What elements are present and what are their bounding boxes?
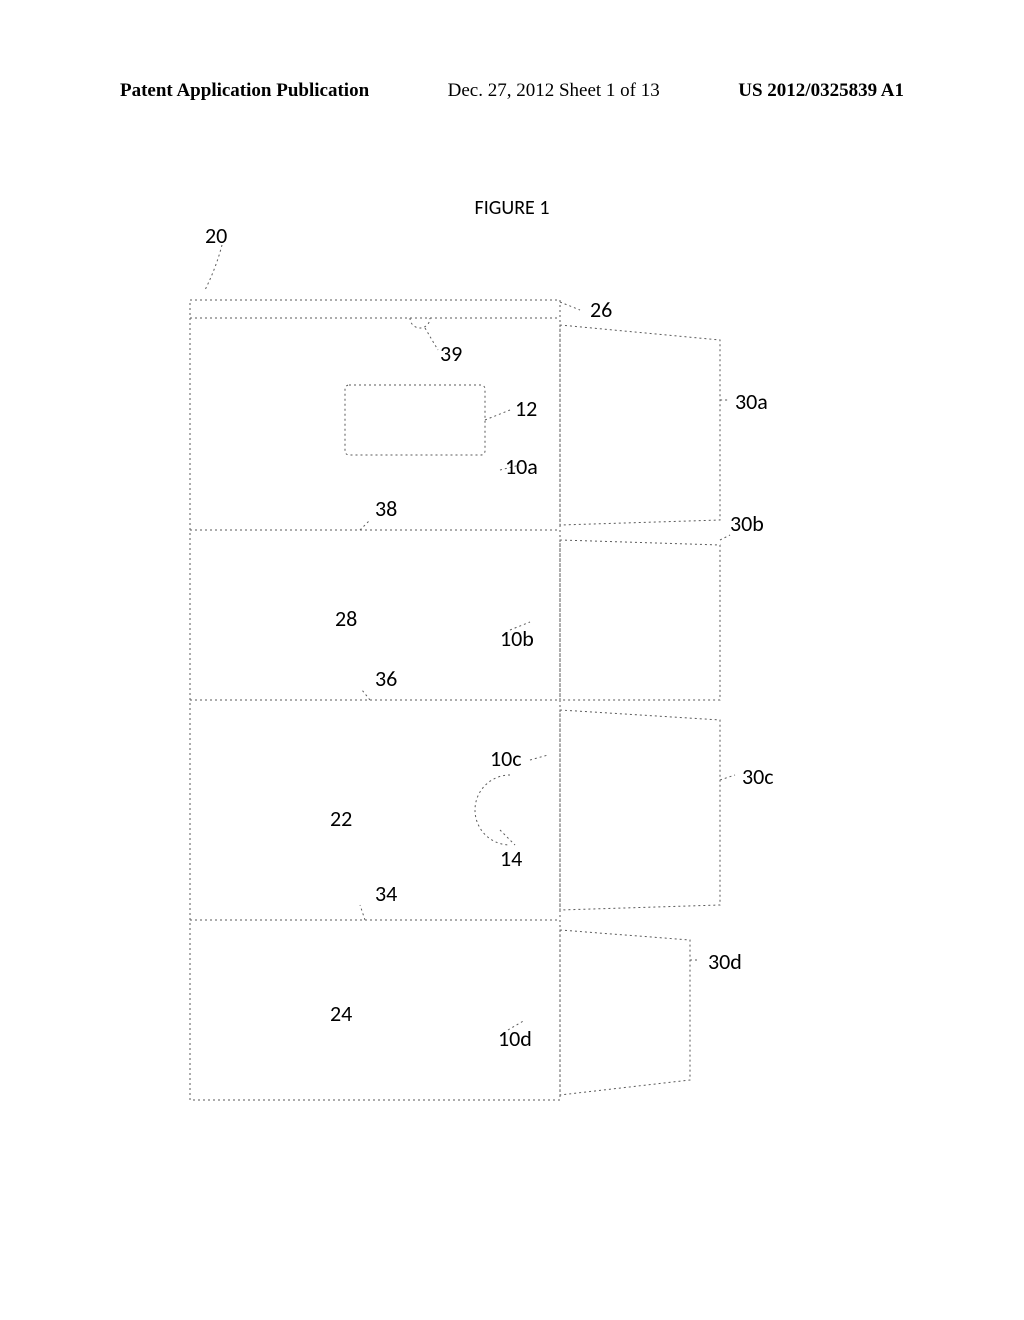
ref-label-10b: 10b (500, 625, 534, 652)
ref-label-10a: 10a (505, 453, 538, 480)
ref-label-10c: 10c (490, 745, 522, 772)
ref-label-34: 34 (375, 880, 397, 907)
ref-label-30c: 30c (742, 763, 774, 790)
ref-label-24: 24 (330, 1000, 352, 1027)
ref-label-36: 36 (375, 665, 397, 692)
ref-label-30a: 30a (735, 388, 768, 415)
ref-label-20: 20 (205, 222, 227, 249)
ref-label-39: 39 (440, 340, 462, 367)
ref-label-38: 38 (375, 495, 397, 522)
ref-label-12: 12 (515, 395, 537, 422)
ref-label-30b: 30b (730, 510, 764, 537)
ref-label-26: 26 (590, 296, 612, 323)
patent-figure-diagram (0, 0, 1024, 1320)
page: Patent Application Publication Dec. 27, … (0, 0, 1024, 1320)
ref-label-14: 14 (500, 845, 522, 872)
ref-label-22: 22 (330, 805, 352, 832)
ref-label-30d: 30d (708, 948, 742, 975)
ref-label-28: 28 (335, 605, 357, 632)
ref-label-10d: 10d (498, 1025, 532, 1052)
